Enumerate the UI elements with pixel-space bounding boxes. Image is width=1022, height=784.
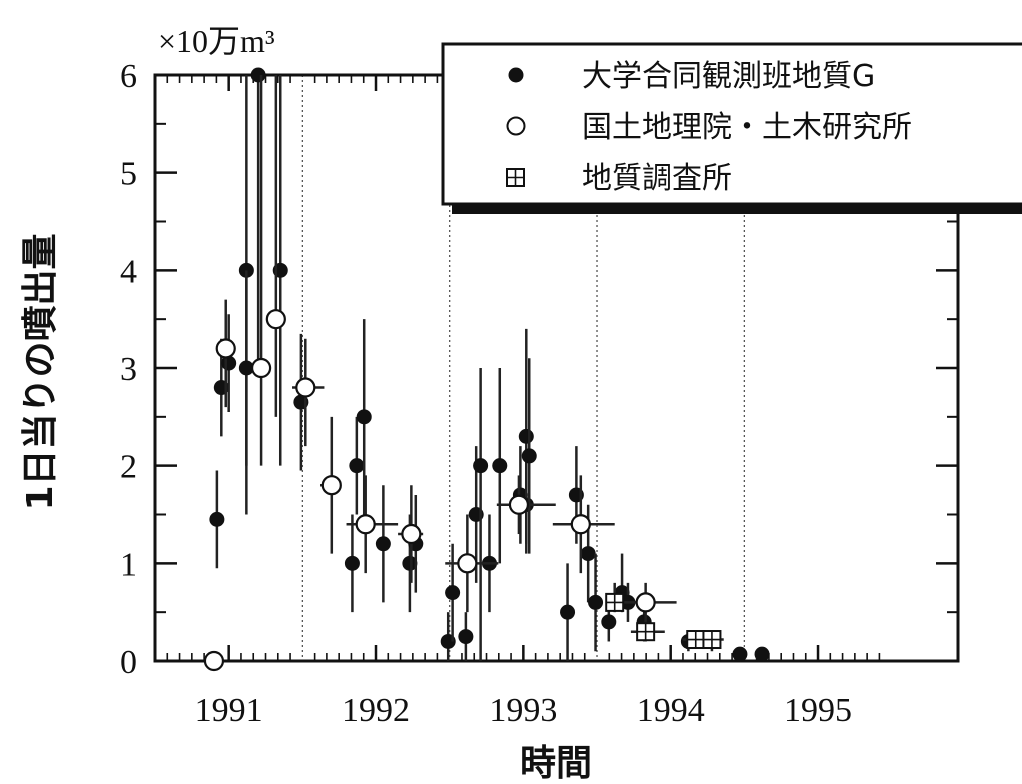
data-point-open <box>355 514 376 535</box>
x-tick-label: 1991 <box>195 692 263 729</box>
y-tick-label: 4 <box>120 253 137 290</box>
x-axis-title: 時間 <box>520 743 592 784</box>
data-point-filled <box>250 67 266 83</box>
legend-box <box>441 42 1022 206</box>
legend-boxed-plus-icon <box>506 168 525 187</box>
data-point-filled <box>521 448 537 464</box>
x-tick-label: 1993 <box>489 692 557 729</box>
legend-entry-3: 地質調査所 <box>582 161 732 196</box>
data-point-filled <box>458 629 474 645</box>
data-point-filled <box>580 546 596 562</box>
data-point-open <box>295 377 316 398</box>
data-point-filled <box>349 458 365 474</box>
y-tick-label: 3 <box>120 351 137 388</box>
legend-open-circle-icon <box>506 116 526 136</box>
x-tick-label: 1995 <box>784 692 852 729</box>
data-point-open <box>401 523 422 545</box>
data-point-filled <box>356 409 372 425</box>
data-point-open <box>215 338 236 359</box>
legend-entry-2: 国土地理院・土木研究所 <box>582 110 912 145</box>
data-points <box>203 67 770 672</box>
data-point-open <box>203 650 225 672</box>
y-tick-label: 6 <box>120 58 137 95</box>
data-point-filled <box>754 646 770 662</box>
legend: 大学合同観測班地質G 国土地理院・土木研究所 地質調査所 <box>441 42 1022 214</box>
x-tick-label: 1992 <box>342 692 410 729</box>
data-point-filled <box>209 511 225 527</box>
y-tick-label: 0 <box>120 644 137 681</box>
data-point-filled <box>473 458 489 474</box>
data-point-filled <box>238 360 254 376</box>
data-point-open <box>635 592 656 613</box>
data-point-open <box>265 309 286 330</box>
data-point-filled <box>588 594 604 610</box>
legend-entry-1: 大学合同観測班地質G <box>582 59 875 94</box>
data-point-open <box>457 553 478 574</box>
tick-labels: 0 1 2 3 4 5 6 1991 1992 1993 1994 1995 <box>120 58 852 729</box>
data-point-filled <box>518 428 534 444</box>
data-point-filled <box>445 585 461 601</box>
data-point-filled <box>601 614 617 630</box>
data-point-filled <box>492 458 508 474</box>
data-point-filled <box>732 646 748 662</box>
y-tick-label: 2 <box>120 449 137 486</box>
data-point-filled <box>375 536 391 552</box>
y-tick-label: 1 <box>120 546 137 583</box>
data-point-filled <box>560 604 576 620</box>
data-point-filled <box>402 555 418 571</box>
data-point-open <box>321 475 342 496</box>
y-axis-title: 1日当りの噴出量 <box>20 233 61 510</box>
data-point-open <box>250 357 272 379</box>
data-point-open <box>570 514 591 535</box>
unit-label: ×10万m³ <box>158 23 275 59</box>
data-point-filled <box>344 555 360 571</box>
legend-filled-circle-icon <box>508 67 524 83</box>
x-tick-label: 1994 <box>637 692 705 729</box>
data-point-open <box>508 494 530 515</box>
y-tick-label: 5 <box>120 156 137 193</box>
